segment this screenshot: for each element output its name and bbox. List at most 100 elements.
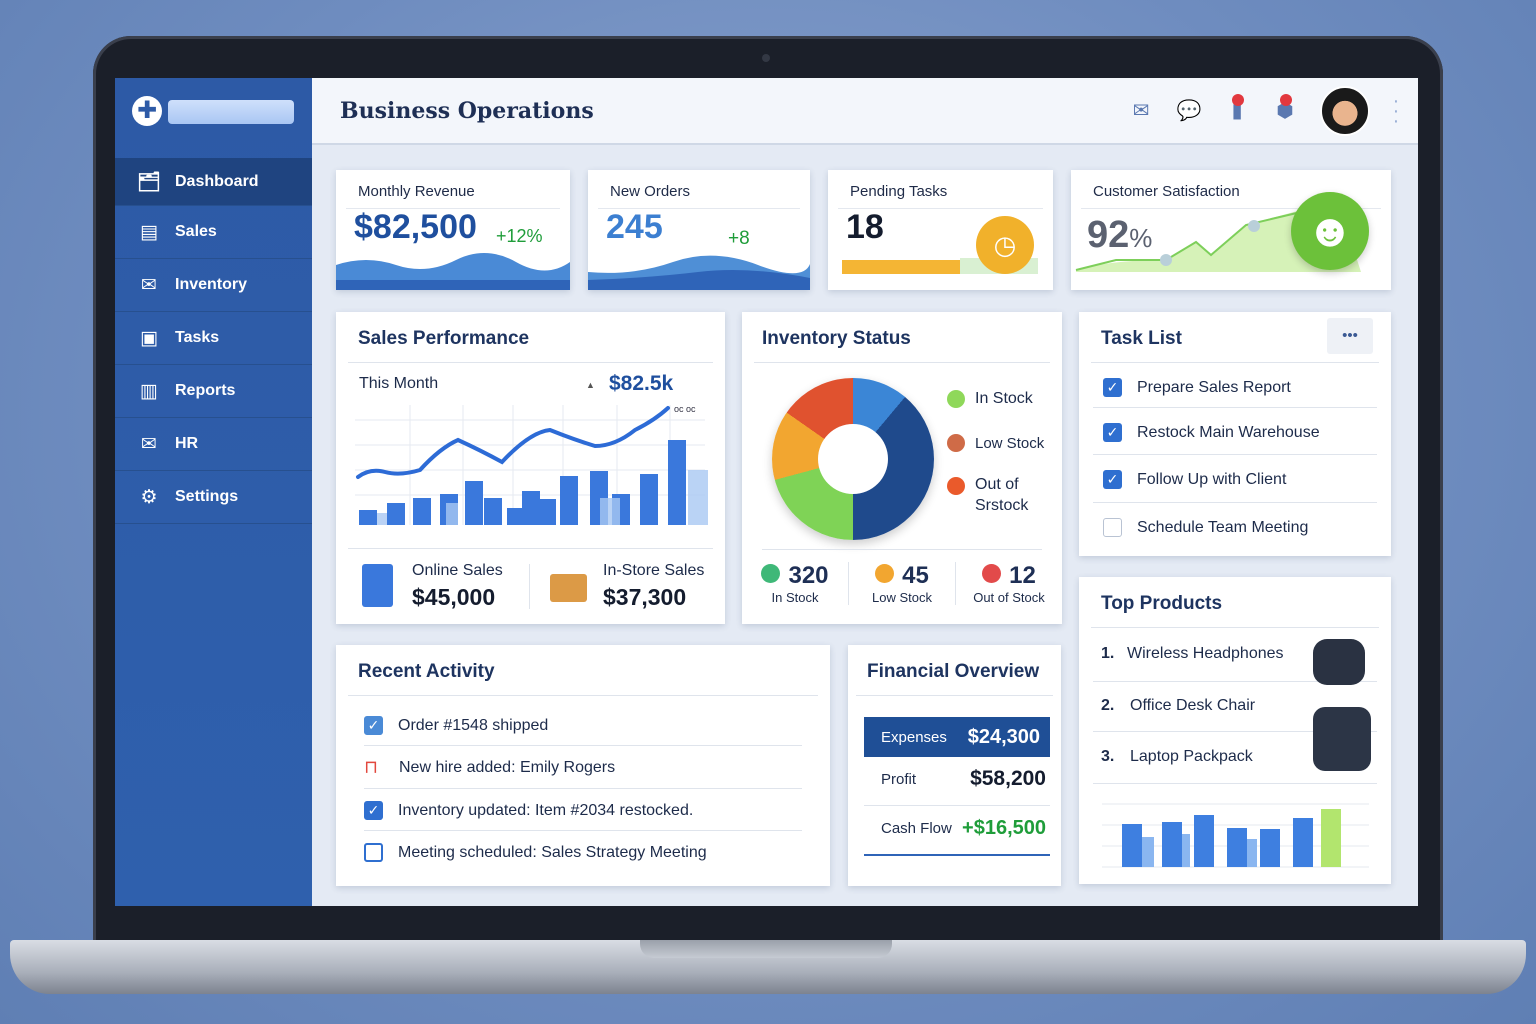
sidebar-item-hr[interactable]: ✉ HR — [115, 418, 312, 471]
bar-chart-icon: ▥ — [140, 380, 158, 402]
instore-sales-value: $37,300 — [603, 584, 687, 610]
search-bar[interactable] — [168, 100, 294, 124]
section-title: Top Products — [1101, 593, 1223, 614]
top-products-card: Top Products 1. Wireless Headphones 2. Off… — [1079, 577, 1391, 884]
stat-in-stock: 320 In Stock — [742, 562, 848, 605]
lock-icon: ⊓ — [364, 757, 379, 777]
alert-icon[interactable]: ⬢ — [1272, 94, 1298, 124]
product-item[interactable]: 3. Laptop Packpack — [1101, 748, 1253, 765]
stat-low-stock: 45 Low Stock — [848, 562, 956, 605]
kpi-label: Monthly Revenue — [358, 183, 475, 200]
kpi-label: Customer Satisfaction — [1093, 183, 1240, 200]
sidebar-item-label: HR — [175, 435, 199, 452]
sidebar-item-label: Dashboard — [175, 172, 259, 190]
screen: ✚ 🗂 Dashboard ▤ Sales ✉ Inventory ▣ Tasks ▥ R… — [115, 78, 1418, 906]
sidebar-item-inventory[interactable]: ✉ Inventory — [115, 259, 312, 312]
up-triangle-icon: ▲ — [586, 380, 595, 390]
kpi-value: 92 — [1087, 214, 1130, 256]
header: Business Operations ✉ 💬 ▮ ⬢ · · · — [312, 78, 1418, 145]
kpi-label: New Orders — [610, 183, 691, 200]
sidebar-item-label: Settings — [175, 488, 239, 505]
legend-out-of-stock: Out of Srstock — [947, 474, 1047, 516]
instore-sales-label: In-Store Sales — [603, 562, 705, 579]
checkbox-checked-icon: ✓ — [364, 716, 383, 735]
envelope-icon: ✉ — [141, 274, 157, 296]
mail-icon[interactable]: ✉ — [1132, 100, 1150, 122]
laptop-notch — [640, 940, 892, 958]
document-icon — [362, 564, 393, 607]
more-options-button[interactable]: ••• — [1327, 318, 1373, 354]
online-sales-value: $45,000 — [412, 584, 496, 610]
task-item[interactable]: ✓ Restock Main Warehouse — [1103, 423, 1320, 442]
sales-total: $82.5k — [609, 372, 674, 395]
checkbox-checked-icon: ✓ — [1103, 423, 1122, 442]
gear-icon: ⚙ — [140, 486, 158, 508]
kpi-label: Pending Tasks — [850, 183, 948, 200]
webcam — [762, 54, 770, 62]
checkbox-empty-icon — [1103, 518, 1122, 537]
activity-item[interactable]: ✓ Order #1548 shipped — [364, 716, 548, 735]
logo-icon[interactable]: ✚ — [132, 96, 162, 126]
task-item[interactable]: ✓ Follow Up with Client — [1103, 470, 1286, 489]
sidebar-item-label: Reports — [175, 382, 236, 399]
kpi-unit: % — [1129, 223, 1153, 253]
sidebar-item-dashboard[interactable]: 🗂 Dashboard — [115, 158, 312, 206]
notification-icon[interactable]: ▮ — [1224, 94, 1250, 124]
briefcase-icon — [550, 574, 587, 602]
activity-item[interactable]: ✓ Inventory updated: Item #2034 restocked… — [364, 801, 693, 820]
sidebar: ✚ 🗂 Dashboard ▤ Sales ✉ Inventory ▣ Tasks ▥ R… — [115, 78, 312, 906]
product-item[interactable]: 1. Wireless Headphones — [1101, 645, 1284, 662]
backpack-image — [1313, 707, 1371, 771]
sidebar-item-reports[interactable]: ▥ Reports — [115, 365, 312, 418]
activity-item[interactable]: Meeting scheduled: Sales Strategy Meetin… — [364, 843, 707, 862]
section-title: Inventory Status — [762, 328, 911, 349]
dashboard-icon: 🗂 — [137, 171, 162, 193]
csat-sparkline — [1075, 210, 1361, 272]
profit-row: Profit $58,200 — [881, 767, 1046, 790]
period-label: This Month — [359, 375, 439, 392]
cashflow-row: Cash Flow +$16,500 — [881, 817, 1046, 839]
section-title: Financial Overview — [867, 661, 1040, 682]
smiley-icon: ☻ — [1291, 192, 1369, 270]
more-menu-icon[interactable]: · · · — [1392, 90, 1400, 132]
kpi-pending-tasks[interactable]: Pending Tasks 18 ◷ — [828, 170, 1053, 290]
section-title: Recent Activity — [358, 661, 495, 682]
chart-legend: oc oc — [674, 404, 696, 414]
avatar[interactable] — [1320, 86, 1370, 136]
progress-bar — [842, 260, 960, 274]
kpi-new-orders[interactable]: New Orders 245 +8 — [588, 170, 810, 290]
sidebar-item-tasks[interactable]: ▣ Tasks — [115, 312, 312, 365]
product-item[interactable]: 2. Office Desk Chair — [1101, 697, 1256, 714]
kpi-monthly-revenue[interactable]: Monthly Revenue $82,500 +12% — [336, 170, 570, 290]
sidebar-item-label: Sales — [175, 223, 217, 240]
checkbox-checked-icon: ✓ — [364, 801, 383, 820]
kpi-customer-satisfaction[interactable]: Customer Satisfaction 92% ☻ — [1071, 170, 1391, 290]
inventory-status-card: Inventory Status In Stock Low Stock Out … — [742, 312, 1062, 624]
online-sales-label: Online Sales — [412, 562, 503, 579]
kpi-value: 245 — [606, 208, 663, 246]
sidebar-item-sales[interactable]: ▤ Sales — [115, 206, 312, 259]
headphones-image — [1313, 639, 1365, 685]
kpi-value: 18 — [846, 208, 884, 246]
sidebar-nav: 🗂 Dashboard ▤ Sales ✉ Inventory ▣ Tasks ▥ Rep… — [115, 158, 312, 524]
recent-activity-card: Recent Activity ✓ Order #1548 shipped ⊓ Ne… — [336, 645, 830, 886]
sales-chart — [355, 405, 708, 525]
sidebar-item-settings[interactable]: ⚙ Settings — [115, 471, 312, 524]
stat-out-of-stock: 12 Out of Stock — [973, 562, 1045, 605]
revenue-sparkline — [336, 252, 570, 290]
kpi-delta: +8 — [728, 228, 750, 249]
mail-check-icon: ✉ — [141, 433, 157, 455]
checkbox-checked-icon: ✓ — [1103, 378, 1122, 397]
register-icon: ▤ — [140, 221, 158, 243]
chat-icon[interactable]: 💬 — [1176, 100, 1202, 122]
page-title: Business Operations — [340, 98, 594, 124]
activity-item[interactable]: ⊓ New hire added: Emily Rogers — [364, 757, 616, 777]
sidebar-item-label: Inventory — [175, 276, 248, 293]
legend-in-stock: In Stock — [947, 390, 1033, 408]
task-item[interactable]: Schedule Team Meeting — [1103, 518, 1308, 537]
financial-overview-card: Financial Overview Expenses $24,300 Profi… — [848, 645, 1061, 886]
products-bar-chart — [1102, 803, 1369, 868]
section-title: Sales Performance — [358, 328, 530, 349]
task-item[interactable]: ✓ Prepare Sales Report — [1103, 378, 1291, 397]
legend-low-stock: Low Stock — [947, 434, 1044, 452]
